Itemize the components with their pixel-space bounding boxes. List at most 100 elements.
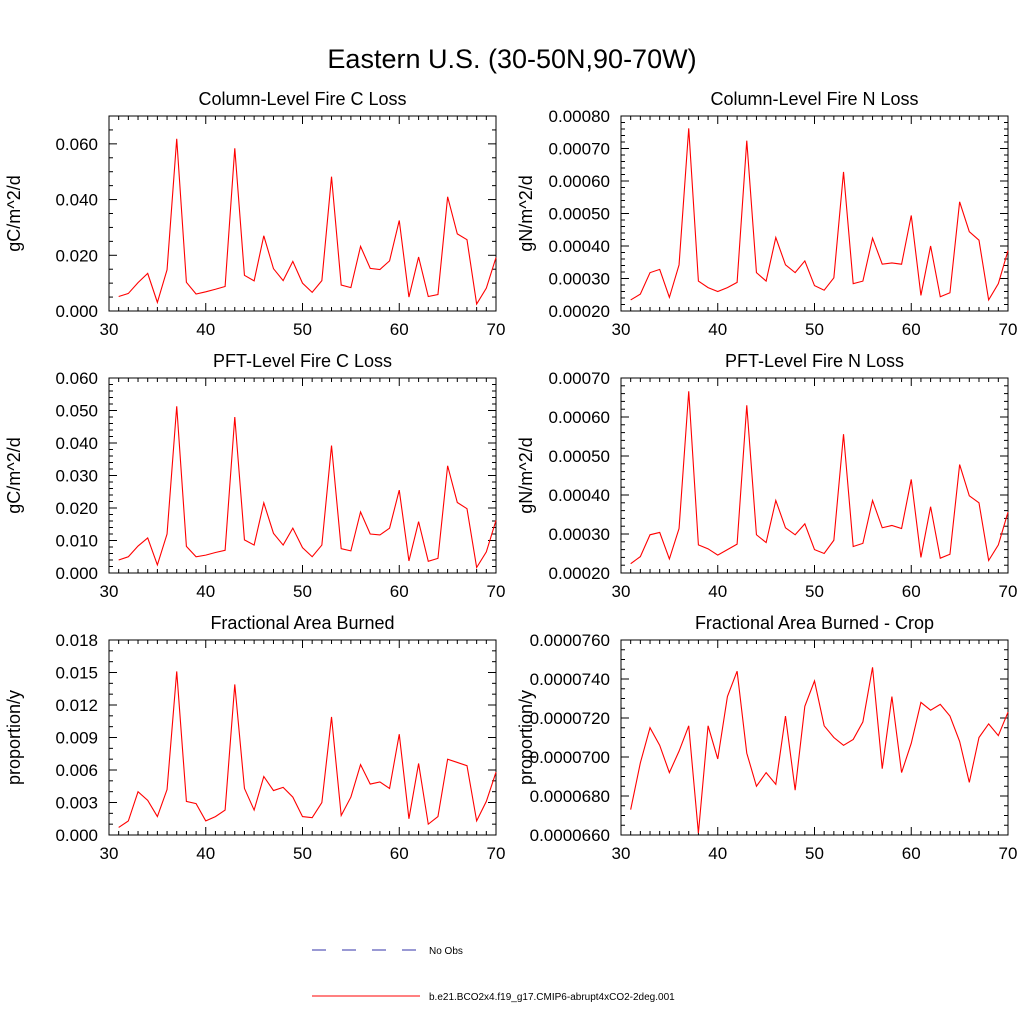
y-tick-label: 0.050 <box>55 402 98 421</box>
x-tick-label: 60 <box>902 582 921 601</box>
plot-frame <box>620 639 1009 836</box>
y-axis-label: proportion/y <box>4 690 24 785</box>
y-tick-label: 0.012 <box>55 696 98 715</box>
series-line <box>118 406 497 570</box>
y-tick-label: 0.000 <box>55 826 98 845</box>
x-tick-label: 60 <box>390 320 409 339</box>
series-line <box>630 667 1009 834</box>
series-line <box>630 391 1009 565</box>
panel-title: PFT-Level Fire C Loss <box>213 351 392 371</box>
x-tick-label: 50 <box>805 320 824 339</box>
legend: No Obs b.e21.BCO2x4.f19_g17.CMIP6-abrupt4… <box>312 946 675 1003</box>
y-tick-label: 0.060 <box>55 369 98 388</box>
y-tick-label: 0.00020 <box>549 302 610 321</box>
x-tick-label: 40 <box>196 582 215 601</box>
x-tick-label: 70 <box>999 320 1018 339</box>
y-tick-label: 0.060 <box>55 135 98 154</box>
y-tick-label: 0.00060 <box>549 172 610 191</box>
y-tick-label: 0.00070 <box>549 369 610 388</box>
y-tick-label: 0.00070 <box>549 140 610 159</box>
x-tick-label: 30 <box>612 844 631 863</box>
panel-title: Column-Level Fire N Loss <box>710 89 918 109</box>
y-tick-label: 0.0000720 <box>530 709 610 728</box>
chart-panel-5: Fractional Area Burned proportion/y 30 40 50… <box>4 613 505 863</box>
y-tick-label: 0.015 <box>55 664 98 683</box>
y-tick-label: 0.00040 <box>549 237 610 256</box>
y-tick-label: 0.00050 <box>549 205 610 224</box>
x-tick-label: 60 <box>390 844 409 863</box>
y-tick-label: 0.00040 <box>549 486 610 505</box>
y-tick-label: 0.0000760 <box>530 631 610 650</box>
legend-label: b.e21.BCO2x4.f19_g17.CMIP6-abrupt4xCO2-2… <box>429 992 675 1003</box>
y-tick-label: 0.000 <box>55 302 98 321</box>
y-tick-label: 0.009 <box>55 729 98 748</box>
x-tick-label: 30 <box>100 582 119 601</box>
x-tick-label: 40 <box>708 582 727 601</box>
x-tick-label: 60 <box>390 582 409 601</box>
plot-frame <box>108 377 497 574</box>
x-tick-label: 50 <box>293 844 312 863</box>
y-tick-label: 0.040 <box>55 434 98 453</box>
y-tick-label: 0.010 <box>55 532 98 551</box>
x-tick-label: 70 <box>487 582 506 601</box>
x-tick-label: 50 <box>805 844 824 863</box>
plot-frame <box>620 377 1009 574</box>
y-tick-label: 0.000 <box>55 564 98 583</box>
series-line <box>118 671 497 828</box>
chart-panel-6: Fractional Area Burned - Crop proportion/… <box>516 613 1017 863</box>
y-tick-label: 0.018 <box>55 631 98 650</box>
x-tick-label: 70 <box>999 582 1018 601</box>
y-axis-label: gN/m^2/d <box>516 175 536 251</box>
y-tick-label: 0.00030 <box>549 270 610 289</box>
x-tick-label: 30 <box>612 320 631 339</box>
figure-title: Eastern U.S. (30-50N,90-70W) <box>327 44 696 74</box>
x-tick-label: 30 <box>100 844 119 863</box>
x-tick-label: 60 <box>902 320 921 339</box>
y-tick-label: 0.0000740 <box>530 670 610 689</box>
panel-title: Fractional Area Burned <box>210 613 394 633</box>
y-tick-label: 0.0000700 <box>530 748 610 767</box>
plot-frame <box>108 115 497 312</box>
x-tick-label: 40 <box>708 320 727 339</box>
x-tick-label: 40 <box>196 844 215 863</box>
legend-item-1: No Obs <box>312 946 463 957</box>
y-tick-label: 0.0000660 <box>530 826 610 845</box>
y-axis-label: gC/m^2/d <box>4 175 24 251</box>
y-tick-label: 0.006 <box>55 761 98 780</box>
panels: Column-Level Fire C Loss gC/m^2/d 30 40 50 60… <box>4 89 1017 863</box>
x-tick-label: 70 <box>487 320 506 339</box>
x-tick-label: 40 <box>708 844 727 863</box>
y-tick-label: 0.020 <box>55 499 98 518</box>
y-tick-label: 0.040 <box>55 191 98 210</box>
x-tick-label: 40 <box>196 320 215 339</box>
y-tick-label: 0.00050 <box>549 447 610 466</box>
series-line <box>118 138 497 306</box>
y-tick-label: 0.00020 <box>549 564 610 583</box>
y-tick-label: 0.020 <box>55 246 98 265</box>
y-tick-label: 0.003 <box>55 794 98 813</box>
chart-panel-4: PFT-Level Fire N Loss gN/m^2/d 30 40 50 60 70 0… <box>516 351 1017 601</box>
panel-title: Column-Level Fire C Loss <box>198 89 406 109</box>
chart-panel-3: PFT-Level Fire C Loss gC/m^2/d 30 40 50 60 70 0… <box>4 351 505 601</box>
y-axis-label: gN/m^2/d <box>516 437 536 513</box>
x-tick-label: 60 <box>902 844 921 863</box>
x-tick-label: 50 <box>293 320 312 339</box>
x-tick-label: 50 <box>293 582 312 601</box>
y-tick-label: 0.00060 <box>549 408 610 427</box>
plot-frame <box>620 115 1009 312</box>
series-line <box>630 128 1009 302</box>
y-tick-label: 0.0000680 <box>530 787 610 806</box>
chart-panel-2: Column-Level Fire N Loss gN/m^2/d 30 40 50 60… <box>516 89 1017 339</box>
legend-label: No Obs <box>429 946 463 957</box>
x-tick-label: 70 <box>487 844 506 863</box>
chart-panel-1: Column-Level Fire C Loss gC/m^2/d 30 40 50 60… <box>4 89 505 339</box>
x-tick-label: 30 <box>612 582 631 601</box>
y-tick-label: 0.00030 <box>549 525 610 544</box>
legend-item-2: b.e21.BCO2x4.f19_g17.CMIP6-abrupt4xCO2-2… <box>312 992 675 1003</box>
y-axis-label: gC/m^2/d <box>4 437 24 513</box>
panel-title: PFT-Level Fire N Loss <box>725 351 904 371</box>
panel-title: Fractional Area Burned - Crop <box>695 613 934 633</box>
plot-frame <box>108 639 497 836</box>
x-tick-label: 70 <box>999 844 1018 863</box>
